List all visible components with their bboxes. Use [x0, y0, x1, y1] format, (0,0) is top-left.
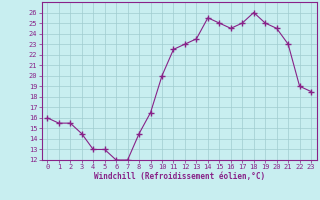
- X-axis label: Windchill (Refroidissement éolien,°C): Windchill (Refroidissement éolien,°C): [94, 172, 265, 181]
